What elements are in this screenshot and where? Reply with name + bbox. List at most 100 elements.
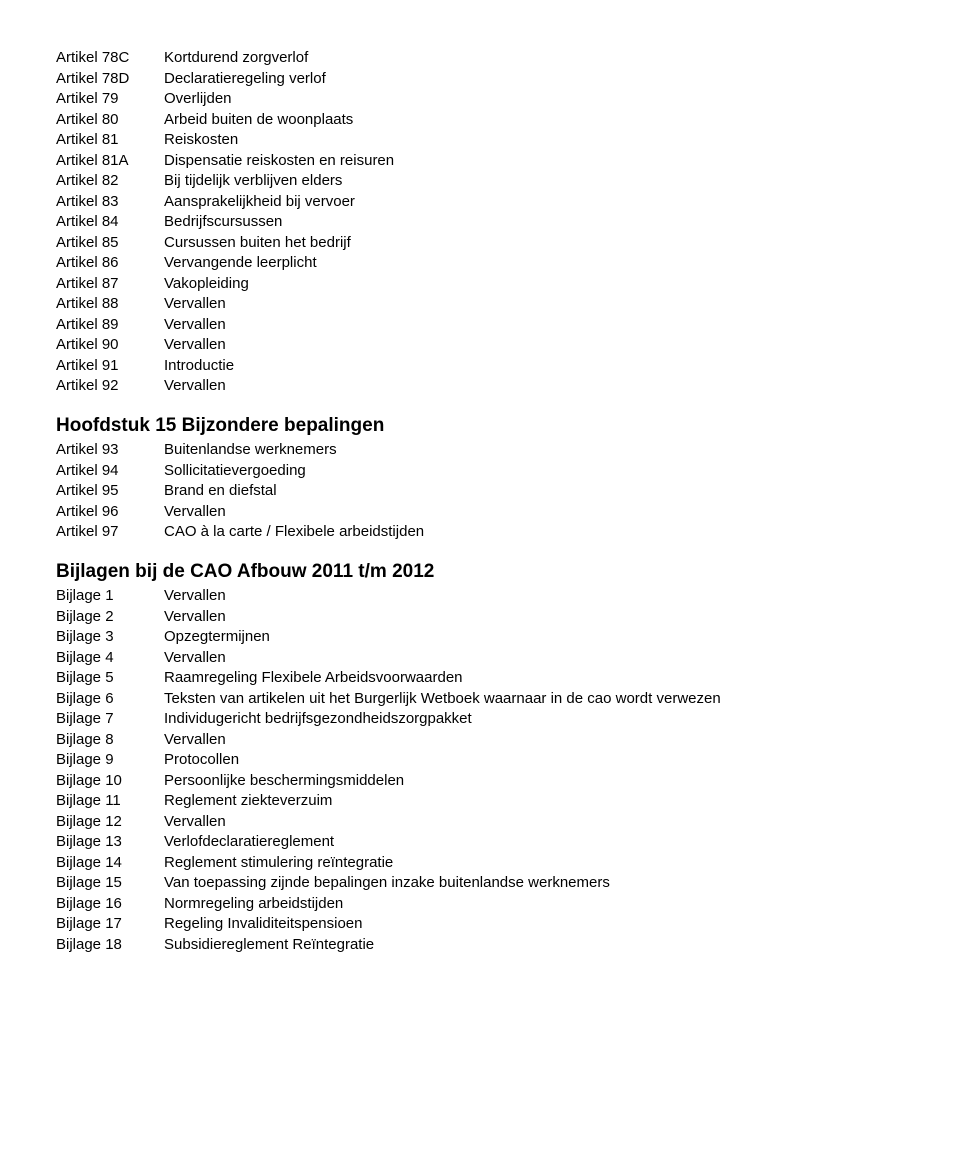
list-row: Artikel 87Vakopleiding [56, 274, 904, 294]
list-row: Artikel 96Vervallen [56, 502, 904, 522]
list-row: Artikel 84Bedrijfscursussen [56, 212, 904, 232]
row-description: Subsidiereglement Reïntegratie [164, 935, 904, 955]
list-row: Artikel 83Aansprakelijkheid bij vervoer [56, 192, 904, 212]
row-description: Bij tijdelijk verblijven elders [164, 171, 904, 191]
list-row: Bijlage 12Vervallen [56, 812, 904, 832]
row-label: Artikel 80 [56, 110, 164, 130]
list-row: Bijlage 5Raamregeling Flexibele Arbeidsv… [56, 668, 904, 688]
row-description: Vervallen [164, 648, 904, 668]
list-row: Artikel 79Overlijden [56, 89, 904, 109]
row-description: Opzegtermijnen [164, 627, 904, 647]
row-label: Bijlage 4 [56, 648, 164, 668]
row-description: Reglement ziekteverzuim [164, 791, 904, 811]
row-description: Dispensatie reiskosten en reisuren [164, 151, 904, 171]
row-description: Reglement stimulering reïntegratie [164, 853, 904, 873]
row-label: Bijlage 1 [56, 586, 164, 606]
row-label: Bijlage 12 [56, 812, 164, 832]
row-description: Vervallen [164, 502, 904, 522]
row-description: Sollicitatievergoeding [164, 461, 904, 481]
row-label: Bijlage 2 [56, 607, 164, 627]
row-label: Bijlage 10 [56, 771, 164, 791]
row-description: Vervallen [164, 607, 904, 627]
list-row: Bijlage 2Vervallen [56, 607, 904, 627]
row-label: Artikel 93 [56, 440, 164, 460]
row-description: Buitenlandse werknemers [164, 440, 904, 460]
row-label: Artikel 91 [56, 356, 164, 376]
row-description: Vervallen [164, 335, 904, 355]
list-row: Bijlage 3Opzegtermijnen [56, 627, 904, 647]
row-label: Bijlage 8 [56, 730, 164, 750]
row-label: Artikel 79 [56, 89, 164, 109]
list-row: Artikel 93Buitenlandse werknemers [56, 440, 904, 460]
list-row: Bijlage 10Persoonlijke beschermingsmidde… [56, 771, 904, 791]
row-description: CAO à la carte / Flexibele arbeidstijden [164, 522, 904, 542]
list-row: Artikel 90Vervallen [56, 335, 904, 355]
row-label: Bijlage 9 [56, 750, 164, 770]
list-row: Bijlage 4Vervallen [56, 648, 904, 668]
row-description: Reiskosten [164, 130, 904, 150]
row-label: Bijlage 17 [56, 914, 164, 934]
row-label: Artikel 97 [56, 522, 164, 542]
row-description: Protocollen [164, 750, 904, 770]
list-row: Artikel 78CKortdurend zorgverlof [56, 48, 904, 68]
list-row: Artikel 94Sollicitatievergoeding [56, 461, 904, 481]
list-row: Artikel 97CAO à la carte / Flexibele arb… [56, 522, 904, 542]
row-description: Bedrijfscursussen [164, 212, 904, 232]
row-description: Regeling Invaliditeitspensioen [164, 914, 904, 934]
row-description: Normregeling arbeidstijden [164, 894, 904, 914]
list-row: Artikel 81Reiskosten [56, 130, 904, 150]
row-description: Raamregeling Flexibele Arbeidsvoorwaarde… [164, 668, 904, 688]
list-row: Bijlage 8Vervallen [56, 730, 904, 750]
list-row: Bijlage 17Regeling Invaliditeitspensioen [56, 914, 904, 934]
list-row: Bijlage 6Teksten van artikelen uit het B… [56, 689, 904, 709]
list-row: Bijlage 18Subsidiereglement Reïntegratie [56, 935, 904, 955]
row-label: Bijlage 3 [56, 627, 164, 647]
row-description: Vervallen [164, 294, 904, 314]
section-heading-bijlagen: Bijlagen bij de CAO Afbouw 2011 t/m 2012 [56, 560, 904, 585]
list-row: Artikel 95Brand en diefstal [56, 481, 904, 501]
row-label: Artikel 82 [56, 171, 164, 191]
row-description: Cursussen buiten het bedrijf [164, 233, 904, 253]
list-row: Artikel 91Introductie [56, 356, 904, 376]
row-label: Artikel 81 [56, 130, 164, 150]
row-description: Teksten van artikelen uit het Burgerlijk… [164, 689, 904, 709]
list-row: Bijlage 14Reglement stimulering reïntegr… [56, 853, 904, 873]
row-label: Bijlage 13 [56, 832, 164, 852]
row-description: Introductie [164, 356, 904, 376]
row-label: Artikel 85 [56, 233, 164, 253]
list-row: Artikel 82Bij tijdelijk verblijven elder… [56, 171, 904, 191]
list-row: Artikel 92Vervallen [56, 376, 904, 396]
list-row: Bijlage 13Verlofdeclaratiereglement [56, 832, 904, 852]
row-label: Artikel 83 [56, 192, 164, 212]
row-label: Bijlage 7 [56, 709, 164, 729]
row-description: Vervallen [164, 315, 904, 335]
row-label: Artikel 81A [56, 151, 164, 171]
list-row: Bijlage 11Reglement ziekteverzuim [56, 791, 904, 811]
list-row: Bijlage 9Protocollen [56, 750, 904, 770]
row-description: Individugericht bedrijfsgezondheidszorgp… [164, 709, 904, 729]
row-label: Artikel 84 [56, 212, 164, 232]
row-description: Vervallen [164, 730, 904, 750]
row-label: Artikel 78C [56, 48, 164, 68]
row-label: Bijlage 18 [56, 935, 164, 955]
list-row: Bijlage 1Vervallen [56, 586, 904, 606]
row-description: Vakopleiding [164, 274, 904, 294]
row-label: Artikel 86 [56, 253, 164, 273]
list-row: Bijlage 16Normregeling arbeidstijden [56, 894, 904, 914]
bijlage-list-block: Bijlage 1VervallenBijlage 2VervallenBijl… [56, 586, 904, 954]
list-row: Artikel 89Vervallen [56, 315, 904, 335]
row-description: Vervallen [164, 586, 904, 606]
row-description: Declaratieregeling verlof [164, 69, 904, 89]
row-label: Artikel 95 [56, 481, 164, 501]
row-description: Aansprakelijkheid bij vervoer [164, 192, 904, 212]
article-list-block-1: Artikel 78CKortdurend zorgverlofArtikel … [56, 48, 904, 396]
row-label: Artikel 78D [56, 69, 164, 89]
row-description: Vervallen [164, 376, 904, 396]
list-row: Bijlage 15Van toepassing zijnde bepaling… [56, 873, 904, 893]
row-label: Artikel 89 [56, 315, 164, 335]
list-row: Artikel 88Vervallen [56, 294, 904, 314]
row-label: Artikel 96 [56, 502, 164, 522]
row-description: Brand en diefstal [164, 481, 904, 501]
row-label: Bijlage 15 [56, 873, 164, 893]
list-row: Bijlage 7Individugericht bedrijfsgezondh… [56, 709, 904, 729]
